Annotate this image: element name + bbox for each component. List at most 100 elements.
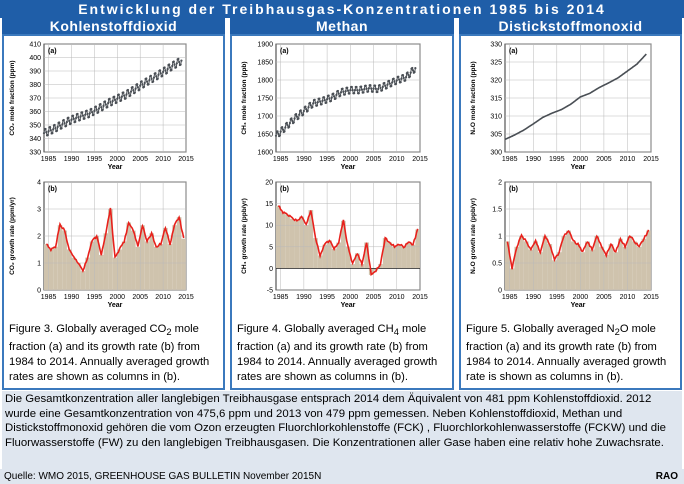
mole-fraction-point (106, 105, 109, 109)
mole-fraction-point (353, 92, 356, 95)
mole-fraction-point (397, 78, 401, 81)
y-tick-label: 5 (269, 244, 273, 251)
annual-growth-column (533, 241, 538, 290)
mole-fraction-point (380, 89, 384, 92)
growth-rate-line (277, 205, 419, 276)
x-axis-label: Year (108, 164, 123, 171)
annual-growth-column (181, 238, 186, 290)
mole-fraction-point (309, 104, 312, 107)
x-axis-label: Year (108, 302, 123, 309)
mole-fraction-point (318, 97, 321, 100)
annual-growth-column (378, 264, 383, 269)
mole-fraction-point (381, 85, 384, 88)
annual-growth-column (528, 249, 534, 290)
y-axis-label: CH₄ growth rate (ppb/yr) (241, 198, 248, 274)
mole-fraction-point (148, 79, 151, 82)
annual-growth-column (176, 217, 182, 290)
mole-fraction-point (74, 116, 78, 120)
mole-fraction-point (76, 112, 79, 116)
annual-growth-column (313, 238, 318, 269)
mole-fraction-point (71, 114, 75, 117)
annual-growth-column (285, 214, 290, 269)
mole-fraction-point (147, 83, 150, 86)
caption-co2-prefix: Figure 3. Globally averaged CO (9, 323, 167, 335)
mole-fraction-point (56, 125, 59, 128)
x-axis-label: Year (341, 302, 356, 309)
y-tick-label: 0 (37, 288, 41, 295)
mole-fraction-point (284, 126, 287, 129)
mole-fraction-point (353, 88, 357, 92)
annual-growth-column (646, 230, 651, 290)
annual-growth-column (163, 227, 168, 290)
mole-fraction-point (386, 83, 389, 86)
y-tick-label: 1900 (257, 42, 273, 49)
y-axis-label: N₂O growth rate (ppb/yr) (470, 198, 477, 274)
x-tick-label: 1995 (319, 156, 335, 163)
y-tick-label: 400 (29, 55, 41, 62)
mole-fraction-point (400, 77, 403, 80)
y-axis-label: CO₂ growth rate (ppm/yr) (9, 197, 16, 275)
mole-fraction-point (45, 131, 48, 134)
x-tick-label: 1995 (549, 156, 565, 163)
x-tick-label: 2015 (643, 294, 659, 301)
mole-fraction-point (291, 119, 294, 122)
mole-fraction-point (92, 113, 95, 116)
mole-fraction-point (65, 124, 68, 128)
mole-fraction-point (404, 76, 408, 79)
x-tick-label: 2015 (412, 294, 428, 301)
chart-co2a: 330 340 350 360 370 380 390 400 410 1985 1990 1995 2… (9, 42, 194, 172)
mole-fraction-point (123, 94, 126, 97)
panel-label: (a) (48, 48, 57, 55)
annual-growth-column (149, 233, 154, 290)
x-tick-label: 1985 (273, 156, 289, 163)
mole-fraction-point (373, 84, 377, 87)
mole-fraction-point (372, 87, 375, 90)
annual-growth-column (57, 225, 63, 290)
x-tick-label: 2010 (155, 156, 171, 163)
mole-fraction-point (283, 130, 286, 133)
y-tick-label: 340 (29, 136, 41, 143)
x-tick-label: 2000 (343, 156, 359, 163)
y-tick-label: 1750 (257, 96, 273, 103)
mole-fraction-point (110, 103, 114, 106)
y-tick-label: 1800 (257, 78, 273, 85)
mole-fraction-point (90, 110, 94, 114)
mole-fraction-point (391, 81, 394, 84)
y-tick-label: 1850 (257, 60, 273, 67)
mole-fraction-point (314, 101, 317, 104)
mole-fraction-point (124, 97, 127, 100)
annual-growth-column (641, 238, 647, 290)
annual-growth-column (331, 248, 337, 269)
annual-growth-column (392, 246, 397, 269)
mole-fraction-point (399, 81, 402, 84)
x-tick-label: 1985 (41, 156, 57, 163)
mole-fraction-point (351, 88, 354, 92)
annual-growth-column (341, 220, 346, 269)
annual-growth-column (126, 222, 132, 290)
mole-fraction-point (285, 121, 288, 125)
x-tick-label: 1995 (319, 294, 335, 301)
annual-growth-column (85, 257, 90, 290)
annual-growth-column (308, 210, 314, 269)
annual-growth-column (76, 263, 81, 290)
mole-fraction-point (411, 66, 414, 70)
mole-fraction-point (402, 76, 405, 80)
mole-fraction-point (61, 123, 64, 126)
mole-fraction-point (279, 130, 282, 133)
mole-fraction-point (341, 87, 344, 90)
annual-growth-column (80, 271, 86, 290)
mole-fraction-point (378, 84, 381, 87)
mole-fraction-point (371, 90, 374, 93)
mole-fraction-point (350, 85, 353, 89)
mole-fraction-point (100, 106, 103, 109)
mole-fraction-point (145, 80, 149, 83)
mole-fraction-point (55, 129, 59, 132)
x-tick-label: 1985 (502, 156, 518, 163)
mole-fraction-point (325, 101, 328, 104)
mole-fraction-point (72, 117, 75, 120)
mole-fraction-point (313, 98, 316, 101)
caption-ch4: Figure 4. Globally averaged CH4 mole fra… (237, 322, 451, 385)
growth-rate-line (46, 207, 185, 273)
annual-growth-column (289, 218, 295, 269)
mole-fraction-point (336, 89, 340, 93)
